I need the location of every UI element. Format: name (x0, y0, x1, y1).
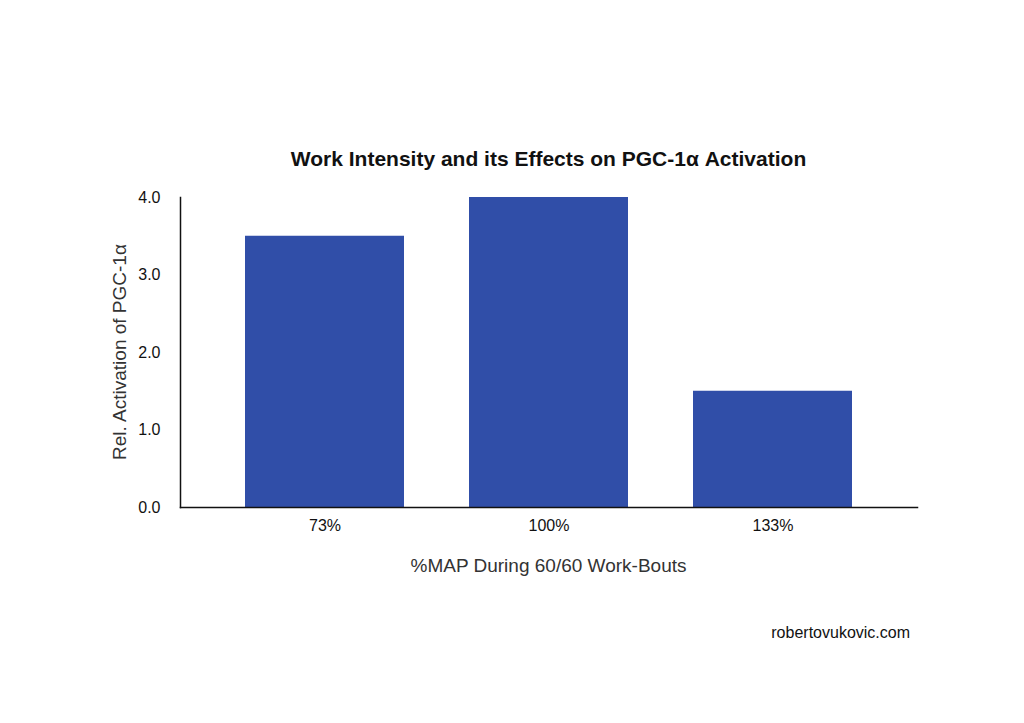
svg-text:1.0: 1.0 (138, 421, 160, 438)
svg-text:3.0: 3.0 (138, 266, 160, 283)
svg-text:2.0: 2.0 (138, 344, 160, 361)
svg-text:73%: 73% (309, 517, 341, 534)
svg-text:Rel. Activation of PGC-1α: Rel. Activation of PGC-1α (109, 244, 130, 460)
svg-text:%MAP During 60/60 Work-Bouts: %MAP During 60/60 Work-Bouts (411, 555, 687, 576)
svg-text:4.0: 4.0 (138, 189, 160, 206)
svg-text:0.0: 0.0 (138, 499, 160, 516)
html-text:robertovukovic.com: robertovukovic.com (771, 624, 910, 641)
svg-text:100%: 100% (529, 517, 570, 534)
svg-text:133%: 133% (753, 517, 794, 534)
html-text:Work Intensity and its Effects: Work Intensity and its Effects on PGC-1α… (290, 147, 807, 170)
